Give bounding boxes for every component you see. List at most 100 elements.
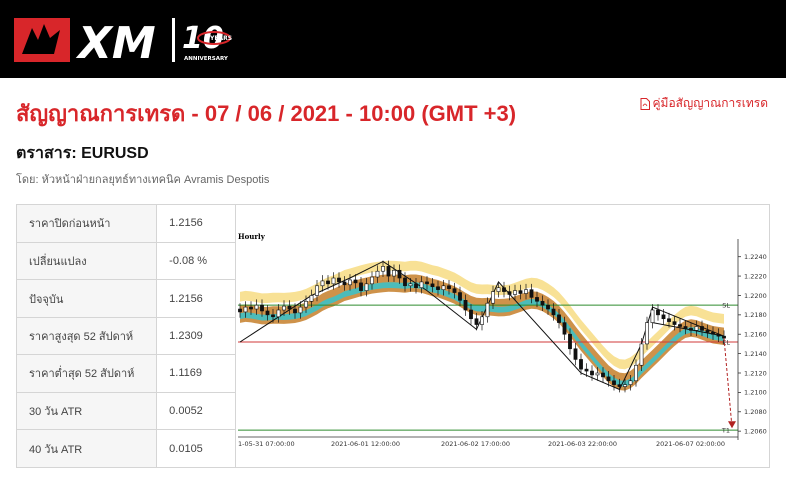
stat-value-52w-high: 1.2309 (156, 317, 236, 356)
candle-body (485, 302, 490, 318)
candle-body (694, 326, 699, 331)
candle-body (540, 300, 545, 306)
candle-body (375, 270, 380, 278)
candle-body (408, 283, 413, 287)
xm-logo[interactable]: XM 10 YEARS ANNIVERSARY (14, 14, 244, 66)
candle-body (320, 280, 325, 287)
table-row: ราคาปิดก่อนหน้า 1.2156 (17, 205, 236, 243)
candle-body (513, 290, 517, 295)
stat-value-prev-close: 1.2156 (156, 205, 236, 243)
level-label-sl: SL (722, 302, 730, 310)
candle-body (304, 300, 308, 308)
candle-body (392, 269, 396, 277)
candle-body (326, 280, 330, 285)
signals-guide-label[interactable]: คู่มือสัญญาณการเทรด (652, 96, 769, 110)
candle-body (628, 380, 633, 385)
stat-label-change: เปลี่ยนแปลง (17, 242, 158, 281)
candle-body (403, 277, 407, 287)
candle-body (661, 314, 666, 320)
candle-body (535, 297, 539, 302)
stat-value-atr-30: 0.0052 (156, 392, 236, 431)
candle-body (496, 287, 501, 292)
time-axis: 1-05-31 07:00:00 2021-06-01 12:00:00 2021-… (238, 436, 738, 448)
candle-body (507, 291, 512, 295)
candle-body (683, 326, 688, 329)
candle-body (243, 306, 248, 313)
table-row: 30 วัน ATR 0.0052 (17, 392, 236, 431)
candle-body (419, 281, 424, 289)
price-tick-label: 1.2100 (744, 389, 767, 397)
level-label-el: EL (722, 338, 730, 346)
price-tick-label: 1.2200 (744, 292, 767, 300)
candle-body (276, 309, 281, 318)
candle-body (342, 281, 347, 286)
candle-body (381, 266, 385, 272)
anniversary-label: ANNIVERSARY (184, 56, 229, 62)
candle-body (260, 304, 264, 312)
candle-body (474, 318, 479, 325)
table-row: ราคาสูงสุด 52 สัปดาห์ 1.2309 (17, 317, 236, 356)
middle-band (240, 274, 724, 391)
candle-body (623, 384, 627, 387)
candle-body (298, 306, 303, 314)
candle-body (705, 330, 710, 333)
candle-body (551, 308, 556, 316)
stat-label-prev-close: ราคาปิดก่อนหน้า (17, 205, 158, 243)
stat-value-atr-40: 0.0105 (156, 429, 236, 467)
candle-body (364, 283, 369, 291)
candle-body (518, 290, 523, 294)
candle-body (397, 269, 402, 279)
candle-body (562, 322, 567, 335)
candle-body (436, 286, 440, 290)
price-tick-label: 1.2120 (744, 369, 767, 377)
candle-body (447, 285, 451, 289)
table-row: ปัจจุบัน 1.2156 (17, 279, 236, 318)
candle-body (425, 281, 429, 285)
candle-body (524, 289, 528, 294)
candle-body (573, 348, 578, 360)
moving-average-bands (240, 260, 724, 391)
candle-body (700, 326, 704, 331)
candle-body (601, 372, 605, 378)
price-tick-label: 1.2160 (744, 331, 767, 339)
candle-body (370, 276, 374, 285)
candle-body (612, 380, 616, 385)
time-tick-label: 2021-06-01 12:00:00 (331, 440, 400, 448)
target-projection (723, 338, 736, 429)
candle-body (722, 335, 726, 339)
candle-body (568, 333, 572, 350)
candle-body (529, 289, 534, 298)
candle-body (458, 292, 462, 301)
candle-body (271, 314, 275, 318)
table-row: ราคาต่ำสุด 52 สัปดาห์ 1.1169 (17, 354, 236, 393)
anniversary-years: YEARS (209, 35, 232, 42)
candle-body (546, 304, 550, 310)
candle-body (282, 305, 286, 311)
signals-guide-link[interactable]: คู่มือสัญญาณการเทรด (640, 94, 769, 113)
price-tick-label: 1.2180 (744, 311, 767, 319)
candle-body (595, 372, 600, 376)
stat-label-52w-high: ราคาสูงสุด 52 สัปดาห์ (17, 317, 158, 356)
stat-value-current: 1.2156 (156, 279, 236, 318)
stat-label-atr-40: 40 วัน ATR (17, 429, 158, 467)
candle-body (309, 295, 314, 302)
anniversary-number: 10 (182, 21, 224, 56)
candle-body (287, 305, 292, 310)
candle-body (650, 309, 655, 323)
candle-body (414, 283, 418, 289)
candle-body (557, 314, 561, 323)
table-row: เปลี่ยนแปลง -0.08 % (17, 242, 236, 281)
candle-body (238, 308, 242, 313)
candle-body (645, 322, 649, 345)
price-tick-label: 1.2140 (744, 350, 767, 358)
instrument-title: ตราสาร: EURUSD (16, 145, 149, 162)
candle-body (716, 333, 721, 337)
time-tick-label: 2021-06-03 22:00:00 (548, 440, 617, 448)
time-tick-label: 1-05-31 07:00:00 (238, 440, 295, 448)
author-line: โดย: หัวหน้าฝ่ายกลยุทธ์ทางเทคนิค Avramis… (16, 174, 270, 186)
price-tick-label: 1.2080 (744, 408, 767, 416)
candle-body (689, 328, 693, 331)
candle-body (265, 310, 270, 316)
candle-body (452, 288, 457, 293)
